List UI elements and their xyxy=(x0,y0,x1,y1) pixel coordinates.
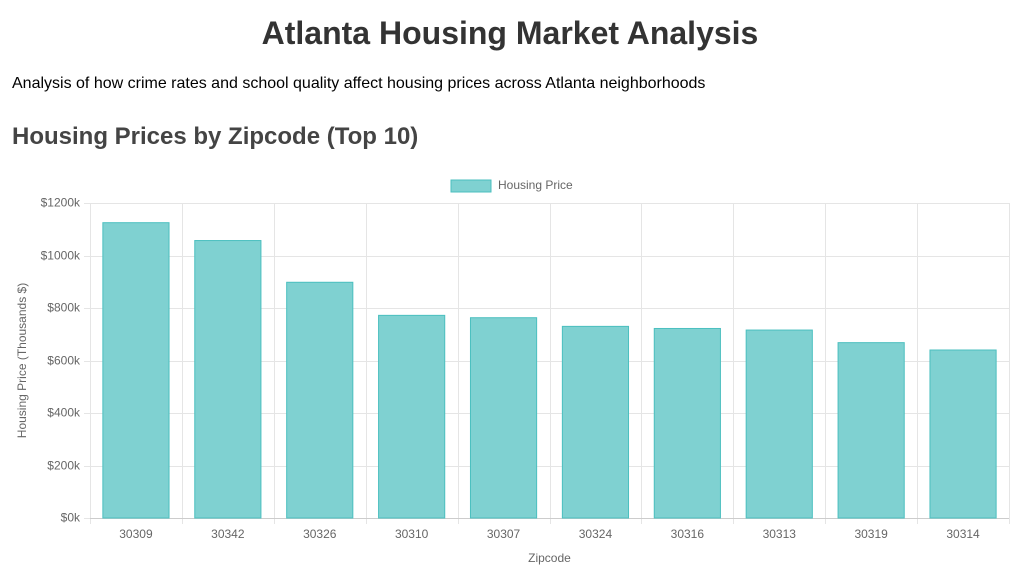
bar-30309[interactable] xyxy=(102,222,170,519)
x-axis-title: Zipcode xyxy=(528,551,571,565)
x-tick-label: 30324 xyxy=(579,527,613,541)
chart-svg: $0k $200k $400k $600k $800k $1000k $1200k 3030… xyxy=(15,178,1010,565)
y-tick-label: $600k xyxy=(47,354,81,368)
y-tick-label: $400k xyxy=(47,406,81,420)
bar-30313[interactable] xyxy=(745,329,813,519)
x-tick-label: 30316 xyxy=(671,527,705,541)
bars-layer xyxy=(102,222,997,519)
x-tick-label: 30314 xyxy=(946,527,980,541)
bar-30326[interactable] xyxy=(286,281,354,519)
bar-30319[interactable] xyxy=(837,342,905,519)
y-tick-labels: $0k $200k $400k $600k $800k $1000k $1200k xyxy=(41,196,81,525)
y-tick-label: $0k xyxy=(61,511,81,525)
bar-30342[interactable] xyxy=(194,240,262,519)
y-tick-label: $200k xyxy=(47,459,81,473)
section-title: Housing Prices by Zipcode (Top 10) xyxy=(12,123,419,150)
bar-30324[interactable] xyxy=(561,325,630,519)
housing-price-chart: $0k $200k $400k $600k $800k $1000k $1200k 3030… xyxy=(0,168,1020,570)
x-tick-label: 30326 xyxy=(303,527,337,541)
x-tick-label: 30309 xyxy=(119,527,153,541)
bar-30316[interactable] xyxy=(653,327,721,519)
y-tick-label: $800k xyxy=(47,301,81,315)
chart-legend[interactable]: Housing Price xyxy=(450,178,573,193)
bar-30314[interactable] xyxy=(929,349,997,519)
x-tick-label: 30310 xyxy=(395,527,429,541)
x-tick-label: 30319 xyxy=(854,527,888,541)
y-tick-label: $1200k xyxy=(41,196,81,210)
bar-30307[interactable] xyxy=(469,317,538,519)
y-axis-title: Housing Price (Thousands $) xyxy=(15,283,29,438)
bar-30310[interactable] xyxy=(378,314,446,519)
x-tick-labels: 30309 30342 30326 30310 30307 30324 30316 30313… xyxy=(119,527,980,541)
y-tick-label: $1000k xyxy=(41,249,81,263)
x-tick-label: 30313 xyxy=(763,527,797,541)
legend-swatch xyxy=(450,179,492,193)
page-title: Atlanta Housing Market Analysis xyxy=(261,15,759,51)
x-tick-label: 30307 xyxy=(487,527,521,541)
legend-label: Housing Price xyxy=(498,178,573,192)
x-tick-label: 30342 xyxy=(211,527,245,541)
page-description: Analysis of how crime rates and school q… xyxy=(12,75,706,92)
